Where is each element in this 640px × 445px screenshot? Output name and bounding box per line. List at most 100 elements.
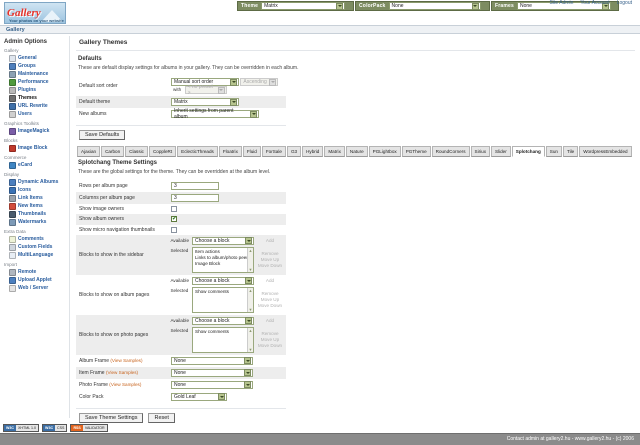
save-theme-settings-button[interactable]: Save Theme Settings — [79, 412, 144, 423]
sidebar-item-watermarks[interactable]: Watermarks — [3, 218, 66, 226]
save-defaults-button[interactable]: Save Defaults — [79, 130, 126, 140]
sidebar-item-themes[interactable]: Themes — [3, 94, 66, 102]
show-image-owners-checkbox[interactable] — [171, 206, 177, 212]
selected-blocks-list[interactable]: Show comments — [192, 286, 254, 313]
theme-selector-colorpack-dropdown[interactable]: None — [388, 2, 481, 10]
new-albums-select[interactable]: Inherit settings from parent album — [171, 108, 259, 120]
theme-selector-frames[interactable]: Frames None — [491, 1, 619, 11]
move-up-button[interactable]: Move Up — [260, 256, 280, 262]
remove-button[interactable]: Remove — [261, 330, 279, 336]
tab-ajaxian[interactable]: Ajaxian — [77, 146, 101, 157]
add-block-button[interactable]: Add — [265, 317, 275, 323]
rows-per-page-input[interactable]: 3 — [171, 182, 219, 190]
album-frame-view-samples-link[interactable]: (View Samples) — [110, 357, 143, 363]
tab-sun[interactable]: Sun — [545, 146, 562, 157]
validator-badge[interactable]: RSS VALIDATOR — [70, 424, 108, 432]
remove-button[interactable]: Remove — [261, 290, 279, 296]
tab-pglightbox[interactable]: PGLightbox — [368, 146, 401, 157]
sidebar-item-custom-fields[interactable]: Custom Fields — [3, 243, 66, 251]
available-block-select[interactable]: Choose a block — [192, 236, 254, 245]
available-block-select[interactable]: Choose a block — [192, 316, 254, 325]
sidebar-item-groups[interactable]: Groups — [3, 62, 66, 70]
photo-frame-select[interactable]: None — [171, 380, 253, 389]
link-your-account[interactable]: Your Account — [580, 0, 610, 6]
tab-nature[interactable]: Nature — [345, 146, 368, 157]
sidebar-item-new-items[interactable]: New Items — [3, 202, 66, 210]
scrollbar[interactable] — [247, 287, 253, 312]
color-pack-select[interactable]: Gold Leaf — [171, 392, 227, 401]
tab-wordpressembedded[interactable]: WordpressEmbedded — [579, 146, 632, 157]
sidebar-item-maintenance[interactable]: Maintenance — [3, 70, 66, 78]
scrollbar[interactable] — [247, 247, 253, 272]
sidebar-item-thumbnails[interactable]: Thumbnails — [3, 210, 66, 218]
available-block-select[interactable]: Choose a block — [192, 276, 254, 285]
remove-button[interactable]: Remove — [261, 250, 279, 256]
selected-blocks-list[interactable]: Show comments — [192, 326, 254, 353]
breadcrumb[interactable]: Gallery — [6, 27, 25, 33]
tab-hybrid[interactable]: Hybrid — [302, 146, 324, 157]
sidebar-item-remote[interactable]: Remote — [3, 268, 66, 276]
sidebar-item-dynamic-albums[interactable]: Dynamic Albums — [3, 178, 66, 186]
move-down-button[interactable]: Move Down — [257, 302, 283, 308]
sidebar-item-performance[interactable]: Performance — [3, 78, 66, 86]
show-micro-nav-checkbox[interactable] — [171, 226, 177, 233]
move-up-button[interactable]: Move Up — [260, 336, 280, 342]
sidebar-item-comments[interactable]: Comments — [3, 235, 66, 243]
reset-button[interactable]: Reset — [148, 412, 175, 423]
tab-roundcorners[interactable]: RoundCorners — [431, 146, 470, 157]
list-item[interactable]: Image Block — [195, 260, 221, 266]
tab-carbon[interactable]: Carbon — [101, 146, 125, 157]
sidebar-item-icons[interactable]: Icons — [3, 186, 66, 194]
tab-fluid[interactable]: Fluid — [242, 146, 261, 157]
validator-badge[interactable]: W3C XHTML 1.0 — [3, 424, 40, 432]
list-item[interactable]: Links to album/photo peers — [195, 254, 251, 260]
sidebar-item-users[interactable]: Users — [3, 110, 66, 118]
scrollbar[interactable] — [247, 327, 253, 352]
item-frame-view-samples-link[interactable]: (View Samples) — [105, 369, 139, 375]
tab-eclecticthreads[interactable]: EclecticThreads — [177, 146, 218, 157]
tab-pgtheme[interactable]: PGTheme — [401, 146, 431, 157]
theme-selector-frames-dropdown[interactable]: None — [517, 2, 611, 10]
tab-g3[interactable]: G3 — [286, 146, 302, 157]
link-site-admin[interactable]: Site Admin — [549, 0, 574, 6]
default-theme-select[interactable]: Matrix — [171, 98, 239, 106]
sidebar-item-image-block[interactable]: Image Block — [3, 144, 66, 152]
tab-slider[interactable]: Slider — [491, 146, 511, 157]
tab-floatrix[interactable]: Floatrix — [218, 146, 242, 157]
add-block-button[interactable]: Add — [265, 237, 275, 243]
move-down-button[interactable]: Move Down — [257, 262, 283, 268]
link-logout[interactable]: Logout — [616, 0, 632, 6]
tab-tile[interactable]: Tile — [562, 146, 579, 157]
sort-preset-select[interactable]: < no preset > — [184, 84, 227, 96]
list-item[interactable]: Show comments — [195, 328, 229, 334]
theme-selector-theme[interactable]: Theme Matrix — [237, 1, 354, 11]
album-frame-select[interactable]: None — [171, 356, 253, 365]
tab-forsale[interactable]: ForSale — [261, 146, 286, 157]
move-up-button[interactable]: Move Up — [260, 296, 280, 302]
gallery-logo[interactable]: Gallery Your photos on your website — [4, 2, 66, 24]
add-block-button[interactable]: Add — [265, 277, 275, 283]
tab-matrix[interactable]: Matrix — [324, 146, 345, 157]
sidebar-item-imagemagick[interactable]: ImageMagick — [3, 127, 66, 135]
validator-badge[interactable]: W3C CSS — [42, 424, 68, 432]
tab-classic[interactable]: Classic — [125, 146, 148, 157]
item-frame-select[interactable]: None — [171, 368, 253, 377]
tab-copplert[interactable]: CoppleRt — [148, 146, 177, 157]
sidebar-item-link-items[interactable]: Link Items — [3, 194, 66, 202]
sidebar-item-ecard[interactable]: eCard — [3, 161, 66, 169]
tab-splotchang[interactable]: Splotchang — [511, 146, 545, 157]
selected-blocks-list[interactable]: Item actions Links to album/photo peers Im… — [192, 246, 254, 273]
photo-frame-view-samples-link[interactable]: (View Samples) — [109, 381, 142, 387]
sidebar-item-web-server[interactable]: Web / Server — [3, 284, 66, 292]
sidebar-item-upload-applet[interactable]: Upload Applet — [3, 276, 66, 284]
list-item[interactable]: Show comments — [195, 288, 229, 294]
list-item[interactable]: Item actions — [195, 248, 220, 254]
theme-selector-colorpack[interactable]: ColorPack None — [355, 1, 490, 11]
tab-siriux[interactable]: Siriux — [470, 146, 491, 157]
move-down-button[interactable]: Move Down — [257, 342, 283, 348]
cols-per-page-input[interactable]: 3 — [171, 194, 219, 202]
sidebar-item-plugins[interactable]: Plugins — [3, 86, 66, 94]
sort-direction-select[interactable]: Ascending — [240, 78, 279, 86]
sidebar-item-multilanguage[interactable]: MultiLanguage — [3, 251, 66, 259]
sidebar-item-url-rewrite[interactable]: URL Rewrite — [3, 102, 66, 110]
